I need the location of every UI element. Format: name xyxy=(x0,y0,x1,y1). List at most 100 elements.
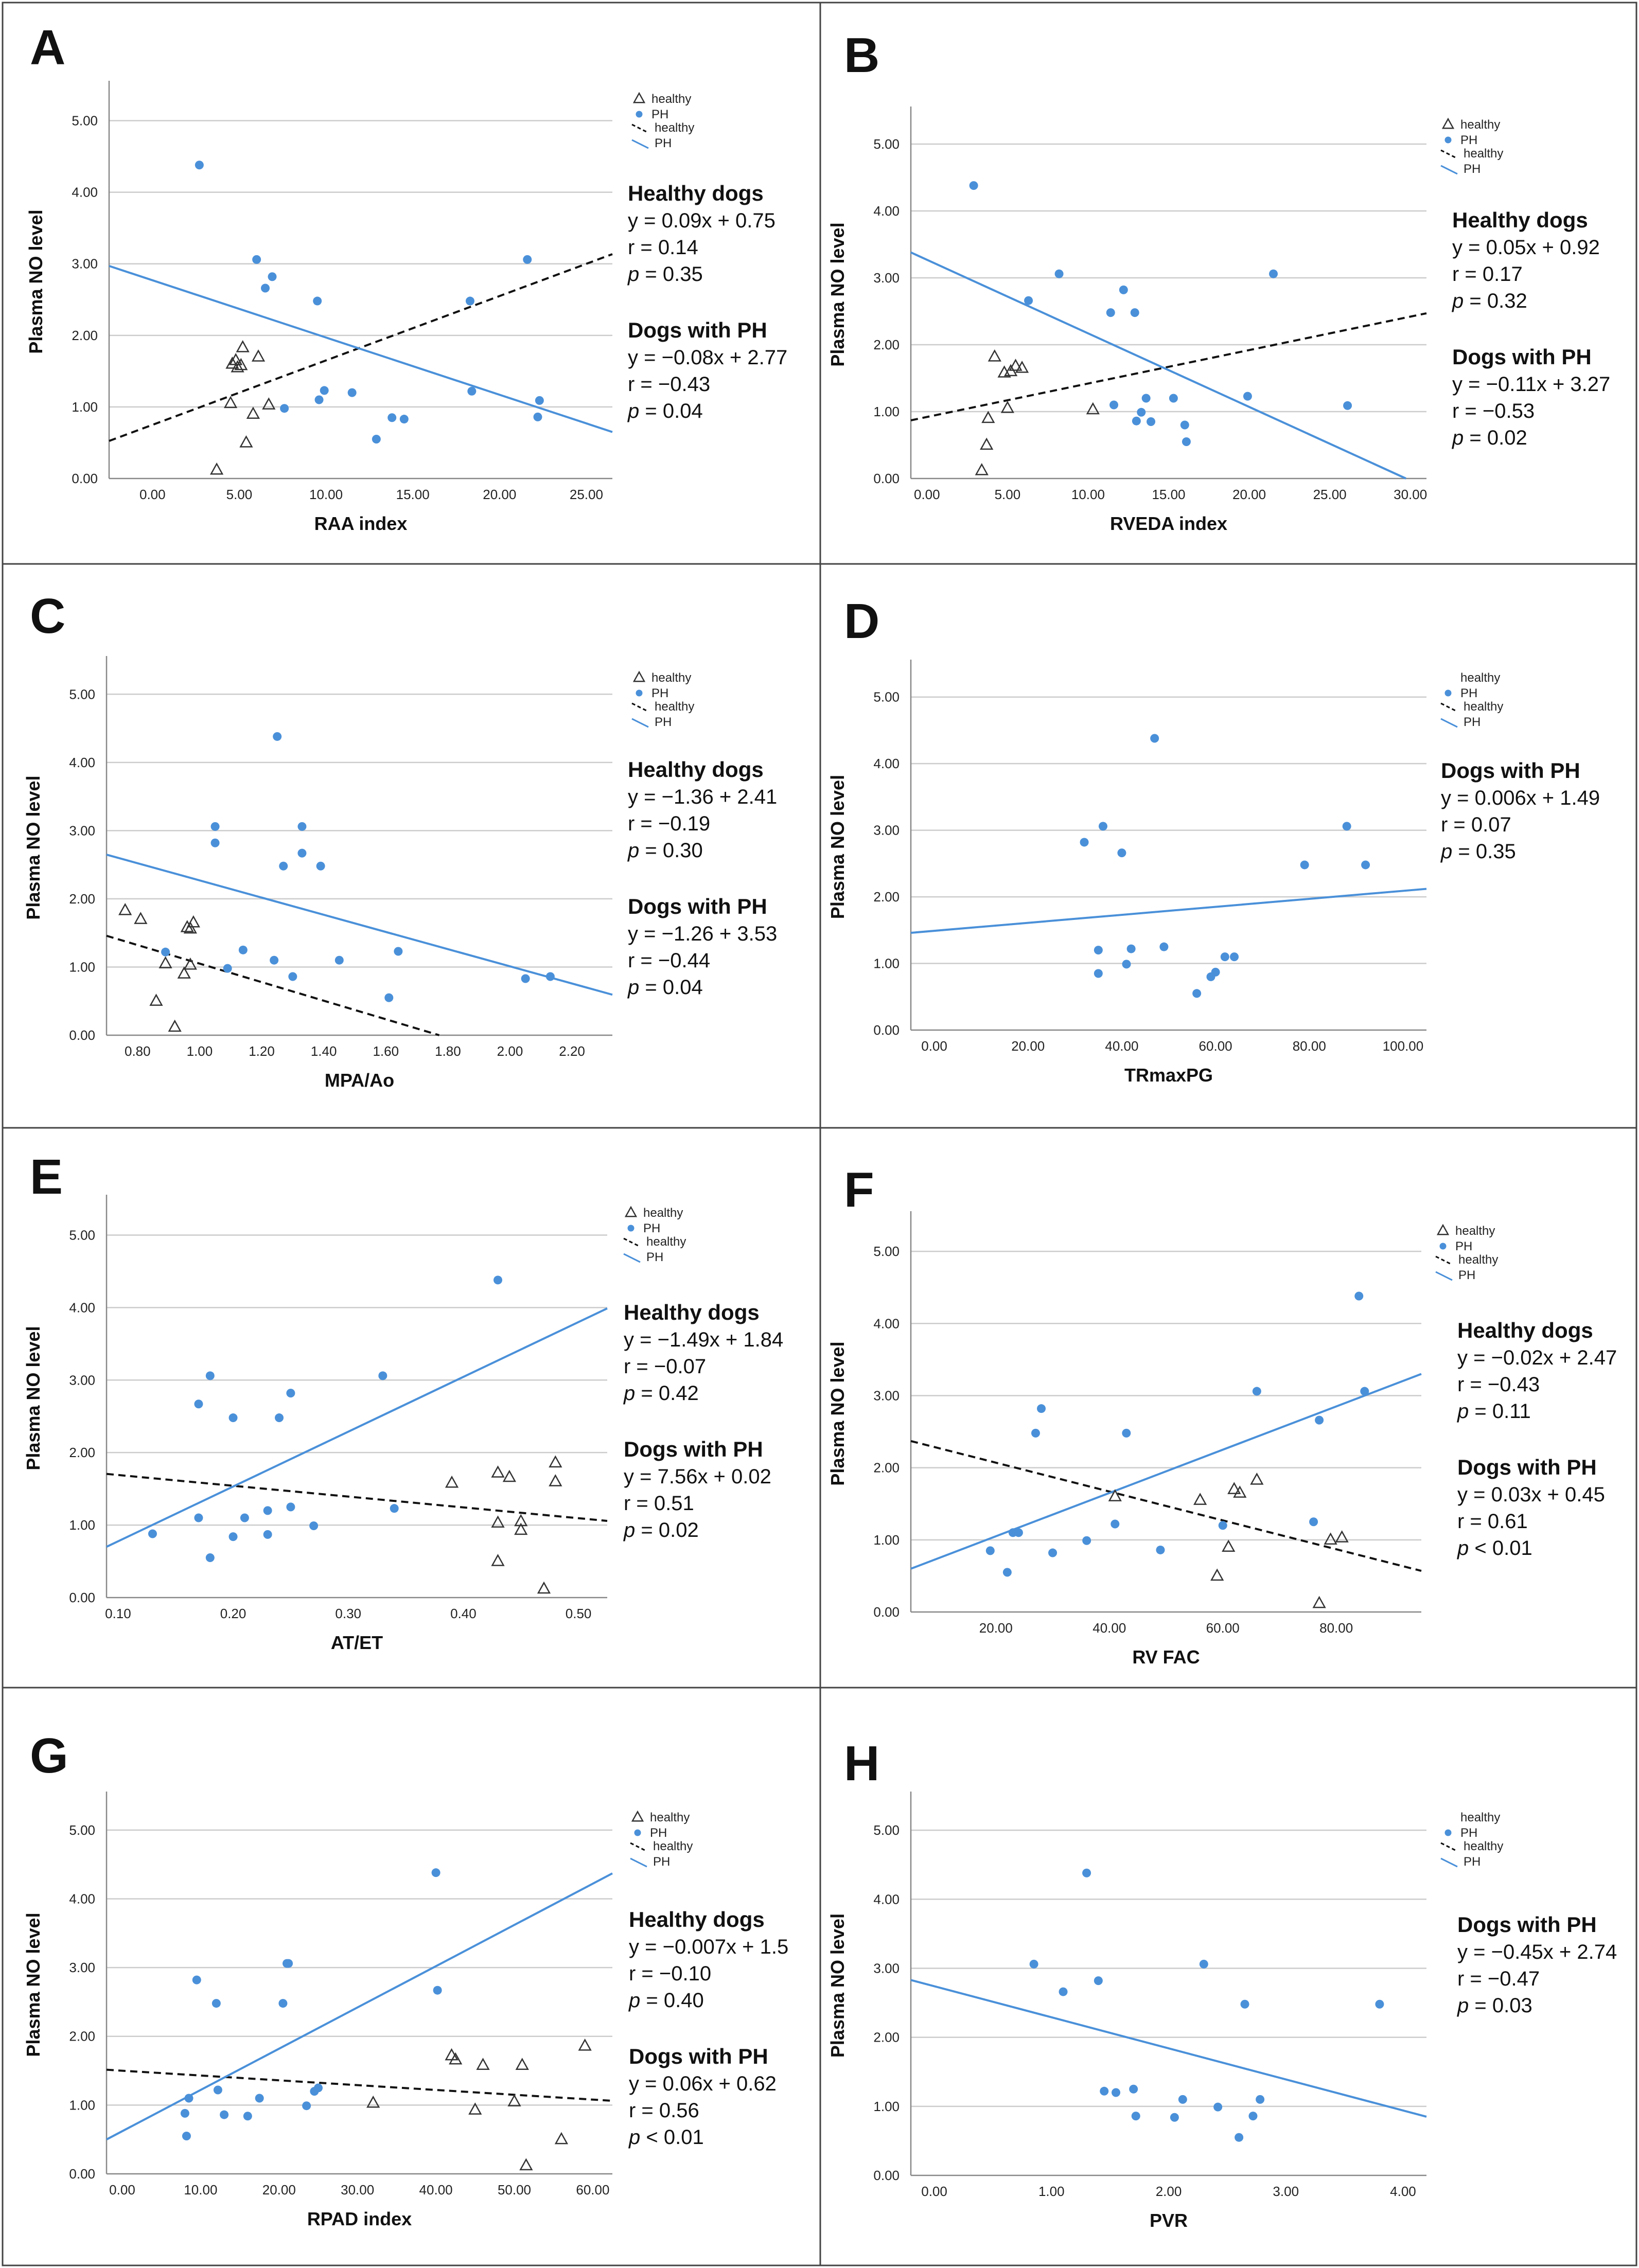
panel-C: C 0.00 1.00 2.00 3.00 4.00 5.00 0.80 1.00 1.20 1.4… xyxy=(23,589,777,1091)
ph-point xyxy=(1343,401,1352,410)
stats-p-value: p < 0.01 xyxy=(628,2126,704,2149)
stats-annotation: Dogs with PH y = −1.26 + 3.53 r = −0.44 p =… xyxy=(627,894,777,999)
x-tick-label: 0.30 xyxy=(335,1606,361,1621)
stats-title: Dogs with PH xyxy=(628,894,767,918)
legend-healthy-points: healthy xyxy=(651,671,691,685)
healthy-point xyxy=(1015,361,1029,373)
ph-point xyxy=(1147,417,1156,426)
stats-annotation: Healthy dogs y = 0.09x + 0.75 r = 0.14 p = … xyxy=(627,181,776,286)
legend-ph-line-swatch xyxy=(1435,1271,1453,1281)
ph-point xyxy=(261,284,270,293)
x-tick-label: 0.00 xyxy=(914,487,940,502)
x-tick-label: 0.00 xyxy=(109,2182,135,2198)
healthy-point xyxy=(549,1455,562,1468)
y-tick-label: 5.00 xyxy=(69,686,95,702)
y-tick-label: 4.00 xyxy=(873,1316,900,1331)
ph-point xyxy=(1117,848,1126,858)
legend-healthy-line-swatch xyxy=(1440,702,1458,713)
stats-annotation: Healthy dogs y = −1.36 + 2.41 r = −0.19 p =… xyxy=(627,757,777,862)
x-tick-label: 2.00 xyxy=(497,1043,523,1059)
x-tick-label: 0.10 xyxy=(105,1606,131,1621)
ph-point xyxy=(433,1986,442,1995)
stats-p-value: p = 0.35 xyxy=(1440,840,1516,863)
legend-healthy-line: healthy xyxy=(653,1839,693,1853)
stats-line: y = 0.006x + 1.49 xyxy=(1441,787,1600,809)
ph-point xyxy=(297,848,307,858)
healthy-point xyxy=(1222,1539,1236,1552)
legend-ph-line: PH xyxy=(1464,715,1481,729)
x-tick-label: 25.00 xyxy=(1313,487,1347,502)
x-tick-label: 10.00 xyxy=(184,2182,217,2198)
legend-ph-line-swatch xyxy=(630,1857,647,1868)
x-axis-title: RVEDA index xyxy=(1110,513,1227,534)
x-tick-label: 20.00 xyxy=(1011,1038,1045,1054)
ph-point xyxy=(238,945,248,954)
y-tick-label: 0.00 xyxy=(873,471,900,486)
healthy-point xyxy=(251,349,266,362)
healthy-point xyxy=(1193,1493,1207,1505)
legend-ph-line: PH xyxy=(655,136,672,150)
y-tick-label: 3.00 xyxy=(69,823,95,838)
y-tick-label: 0.00 xyxy=(873,1604,900,1620)
x-tick-label: 5.00 xyxy=(226,487,253,502)
healthy-point xyxy=(1009,359,1023,371)
legend-ph-line: PH xyxy=(1458,1268,1475,1282)
stats-title: Healthy dogs xyxy=(628,757,764,782)
y-tick-label: 4.00 xyxy=(873,756,900,771)
ph-point xyxy=(180,2108,189,2118)
ph-point xyxy=(1192,989,1202,998)
x-tick-label: 4.00 xyxy=(1390,2184,1416,2199)
x-tick-label: 60.00 xyxy=(1199,1038,1232,1054)
x-tick-label: 20.00 xyxy=(1232,487,1266,502)
ph-point xyxy=(431,1868,440,1877)
ph-point xyxy=(467,386,477,396)
ph-point xyxy=(148,1529,157,1538)
ph-point xyxy=(1130,308,1139,317)
legend-ph-marker xyxy=(1444,689,1452,697)
panel-D: D 0.00 1.00 2.00 3.00 4.00 5.00 0.00 20.00 40.00 6… xyxy=(827,594,1600,1086)
healthy-regression-line xyxy=(109,253,613,442)
legend-healthy-points: healthy xyxy=(1460,118,1500,132)
ph-point xyxy=(1094,969,1103,978)
ph-point xyxy=(1132,416,1141,426)
healthy-regression-line xyxy=(106,934,440,1036)
healthy-point xyxy=(554,2132,569,2145)
ph-point xyxy=(1180,420,1189,430)
stats-title: Healthy dogs xyxy=(629,1907,765,1932)
ph-point xyxy=(279,861,288,871)
healthy-point xyxy=(519,2158,533,2171)
x-tick-label: 30.00 xyxy=(341,2182,374,2198)
panel-B: B 0.00 1.00 2.00 3.00 4.00 5.00 0.00 5.00 10.00 15… xyxy=(827,28,1610,534)
legend-healthy-line-swatch xyxy=(631,123,649,134)
ph-point xyxy=(1137,407,1146,417)
x-tick-label: 1.00 xyxy=(1038,2184,1065,2199)
healthy-point xyxy=(491,1554,505,1566)
ph-point xyxy=(288,972,297,981)
ph-point xyxy=(1109,400,1119,410)
healthy-point xyxy=(445,1475,459,1488)
ph-regression-line xyxy=(910,1373,1422,1570)
ph-point xyxy=(210,822,220,831)
healthy-point xyxy=(514,1522,528,1535)
ph-point xyxy=(302,2101,311,2111)
stats-annotation: Dogs with PH y = 0.06x + 0.62 r = 0.56 p < … xyxy=(628,2044,777,2149)
stats-p-value: p = 0.42 xyxy=(623,1382,699,1405)
healthy-point xyxy=(262,397,276,410)
x-tick-label: 1.00 xyxy=(187,1043,213,1059)
ph-point xyxy=(1309,1517,1318,1527)
y-tick-label: 3.00 xyxy=(873,1960,900,1976)
y-tick-label: 0.00 xyxy=(69,1590,95,1605)
y-tick-label: 4.00 xyxy=(69,1300,95,1315)
panel-label: H xyxy=(844,1736,879,1791)
healthy-point xyxy=(537,1581,551,1594)
healthy-point xyxy=(632,92,646,103)
stats-line: r = −0.43 xyxy=(628,373,710,396)
y-tick-label: 1.00 xyxy=(873,404,900,419)
healthy-point xyxy=(507,2094,521,2106)
x-axis-title: RPAD index xyxy=(307,2208,412,2229)
panel-label: C xyxy=(30,589,65,644)
healthy-point xyxy=(624,1206,638,1217)
stats-title: Dogs with PH xyxy=(1457,1912,1597,1937)
